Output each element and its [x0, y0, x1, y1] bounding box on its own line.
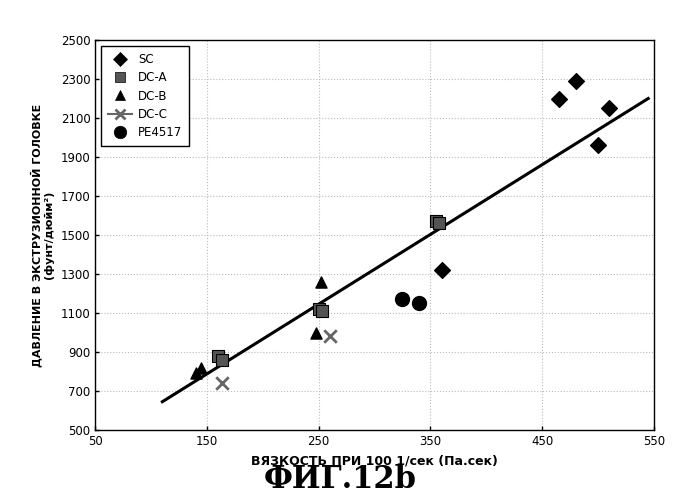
Point [554, 94, 565, 102]
Y-axis label: ДАВЛЕНИЕ В ЭКСТРУЗИОННОЙ ГОЛОВКЕ
(фунт/дюйм²): ДАВЛЕНИЕ В ЭКСТРУЗИОННОЙ ГОЛОВКЕ (фунт/д… [31, 104, 54, 366]
Text: ФИГ.12b: ФИГ.12b [264, 464, 417, 495]
Point [430, 218, 441, 226]
Point [324, 332, 335, 340]
Point [311, 328, 322, 336]
Point [592, 142, 603, 150]
Point [216, 379, 227, 387]
Point [436, 266, 447, 274]
Point [191, 370, 202, 378]
Point [313, 305, 324, 313]
Point [317, 307, 328, 315]
Point [414, 299, 425, 307]
Point [570, 77, 581, 85]
Point [216, 356, 227, 364]
Legend: SC, DC-A, DC-B, DC-C, PE4517: SC, DC-A, DC-B, DC-C, PE4517 [101, 46, 189, 146]
Point [315, 278, 326, 286]
X-axis label: ВЯЗКОСТЬ ПРИ 100 1/сек (Па.сек): ВЯЗКОСТЬ ПРИ 100 1/сек (Па.сек) [251, 455, 498, 468]
Point [397, 296, 408, 304]
Point [212, 352, 223, 360]
Point [603, 104, 614, 112]
Point [434, 220, 445, 228]
Point [196, 364, 207, 372]
